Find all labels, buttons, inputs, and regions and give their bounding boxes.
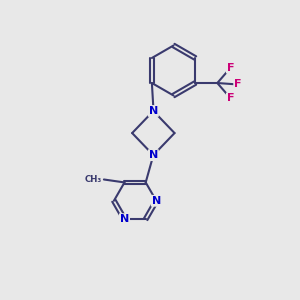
Text: N: N [149, 150, 158, 160]
Text: CH₃: CH₃ [84, 175, 101, 184]
Text: N: N [152, 196, 161, 206]
Text: F: F [234, 80, 242, 89]
Text: F: F [227, 93, 234, 103]
Text: F: F [227, 63, 234, 73]
Text: N: N [149, 106, 158, 116]
Text: N: N [120, 214, 129, 224]
